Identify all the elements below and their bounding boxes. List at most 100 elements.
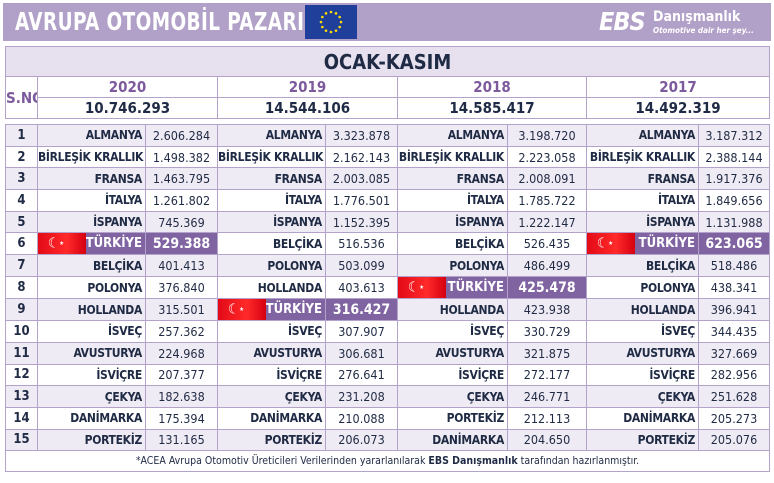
sales-value: 231.208 xyxy=(325,385,398,408)
country-name: İSVİÇRE xyxy=(586,363,699,387)
sales-value: 205.076 xyxy=(698,428,770,452)
country-name: DANİMARKA xyxy=(37,406,146,430)
year-header: 2020 xyxy=(37,76,218,98)
sales-value: 745.369 xyxy=(145,210,218,234)
table-row: 3 FRANSA 1.463.795 FRANSA 2.003.085 FRANSA 2.0… xyxy=(5,167,770,191)
table-row: 8 POLONYA 376.840 HOLLANDA 403.613 ☾★ TÜRKİYE 4… xyxy=(5,276,770,300)
sales-value: 330.729 xyxy=(507,320,587,343)
country-name: İSVEÇ xyxy=(37,320,146,343)
row-number: 3 xyxy=(5,167,38,191)
country-name: İTALYA xyxy=(217,189,326,212)
table-row: 7 BELÇİKA 401.413 POLONYA 503.099 POLONYA 486.… xyxy=(5,254,770,278)
country-name: ÇEKYA xyxy=(37,385,146,408)
sales-value: 204.650 xyxy=(507,428,587,452)
eu-star-icon xyxy=(324,29,328,32)
year-total: 14.585.417 xyxy=(397,97,587,119)
country-name: AVUSTURYA xyxy=(586,341,699,365)
country-name: PORTEKİZ xyxy=(397,406,508,430)
country-name: BELÇİKA xyxy=(217,232,326,256)
sales-value: 205.273 xyxy=(698,406,770,430)
sales-value: 276.641 xyxy=(325,363,398,387)
logo-name: Danışmanlık xyxy=(653,9,741,25)
country-name: HOLLANDA xyxy=(586,298,699,322)
sales-value: 396.941 xyxy=(698,298,770,322)
table-row: 9 HOLLANDA 315.501 ☾★ TÜRKİYE 316.427 HOLLANDA… xyxy=(5,298,770,322)
sales-value: 2.162.143 xyxy=(325,145,398,169)
country-name: FRANSA xyxy=(217,167,326,191)
row-number: 2 xyxy=(5,145,38,169)
country-name: HOLLANDA xyxy=(397,298,508,322)
country-name: FRANSA xyxy=(586,167,699,191)
row-number: 10 xyxy=(5,320,38,343)
country-name: İTALYA xyxy=(37,189,146,212)
eu-star-icon xyxy=(329,10,333,14)
country-name: İSPANYA xyxy=(397,210,508,234)
country-name: POLONYA xyxy=(37,276,146,300)
footnote: *ACEA Avrupa Otomotiv Üreticileri Verile… xyxy=(5,450,770,473)
country-name: BİRLEŞİK KRALLIK xyxy=(37,145,146,169)
sales-value: 272.177 xyxy=(507,363,587,387)
sales-value: 182.638 xyxy=(145,385,218,408)
sales-value: 327.669 xyxy=(698,341,770,365)
country-name: İSVİÇRE xyxy=(217,363,326,387)
table-row: 6 ☾★ TÜRKİYE 529.388 BELÇİKA 516.536 BELÇİKA 52… xyxy=(5,232,770,256)
country-name: DANİMARKA xyxy=(217,406,326,430)
country-name: İTALYA xyxy=(586,189,699,212)
sales-value-highlight: 316.427 xyxy=(325,298,398,322)
sales-value: 2.388.144 xyxy=(698,145,770,169)
table-row: 10 İSVEÇ 257.362 İSVEÇ 307.907 İSVEÇ 330.729 İS… xyxy=(5,320,770,343)
table-row: 15 PORTEKİZ 131.165 PORTEKİZ 206.073 DANİMARK… xyxy=(5,428,770,452)
country-name: POLONYA xyxy=(586,276,699,300)
footnote-text: tarafından hazırlanmıştır. xyxy=(517,455,640,468)
country-name: BİRLEŞİK KRALLIK xyxy=(397,145,508,169)
country-name: ÇEKYA xyxy=(217,385,326,408)
sales-value-highlight: 425.478 xyxy=(507,276,587,300)
eu-star-icon xyxy=(338,15,341,19)
country-name: İSVEÇ xyxy=(217,320,326,343)
eu-star-icon xyxy=(319,20,323,24)
country-name: DANİMARKA xyxy=(586,406,699,430)
eu-star-icon xyxy=(334,29,338,32)
country-name: DANİMARKA xyxy=(397,428,508,452)
table-row: 4 İTALYA 1.261.802 İTALYA 1.776.501 İTALYA 1.7… xyxy=(5,189,770,212)
footnote-company: EBS Danışmanlık xyxy=(428,455,518,468)
sales-value: 210.088 xyxy=(325,406,398,430)
country-name: İSPANYA xyxy=(37,210,146,234)
year-total: 14.492.319 xyxy=(586,97,770,119)
row-number: 15 xyxy=(5,428,38,452)
sales-value: 503.099 xyxy=(325,254,398,278)
row-number: 11 xyxy=(5,341,38,365)
table-row: 2 BİRLEŞİK KRALLIK 1.498.382 BİRLEŞİK KRALL… xyxy=(5,145,770,169)
eu-star-icon xyxy=(334,12,338,15)
country-name: ALMANYA xyxy=(217,124,326,147)
country-name: HOLLANDA xyxy=(217,276,326,300)
country-name: FRANSA xyxy=(37,167,146,191)
row-number: 8 xyxy=(5,276,38,300)
sales-value: 206.073 xyxy=(325,428,398,452)
spacer xyxy=(5,118,770,125)
sales-value-highlight: 529.388 xyxy=(145,232,218,256)
sales-value: 1.152.395 xyxy=(325,210,398,234)
row-number: 6 xyxy=(5,232,38,256)
sales-value: 282.956 xyxy=(698,363,770,387)
year-total: 10.746.293 xyxy=(37,97,218,119)
sales-value: 1.222.147 xyxy=(507,210,587,234)
sales-value: 207.377 xyxy=(145,363,218,387)
row-number: 12 xyxy=(5,363,38,387)
country-name: İSPANYA xyxy=(217,210,326,234)
country-name: ÇEKYA xyxy=(397,385,508,408)
sales-value: 3.198.720 xyxy=(507,124,587,147)
country-name: İSVİÇRE xyxy=(397,363,508,387)
eu-star-icon xyxy=(321,15,324,19)
page-title: AVRUPA OTOMOBİL PAZARI xyxy=(15,7,305,36)
table-row: 5 İSPANYA 745.369 İSPANYA 1.152.395 İSPANYA 1.… xyxy=(5,210,770,234)
year-total: 14.544.106 xyxy=(217,97,398,119)
sales-value: 2.003.085 xyxy=(325,167,398,191)
sales-value: 3.187.312 xyxy=(698,124,770,147)
eu-star-icon xyxy=(321,25,324,29)
sales-value: 2.008.091 xyxy=(507,167,587,191)
country-name: BELÇİKA xyxy=(397,232,508,256)
country-name: İSPANYA xyxy=(586,210,699,234)
sales-value: 403.613 xyxy=(325,276,398,300)
logo-ebs: EBS xyxy=(599,7,646,36)
